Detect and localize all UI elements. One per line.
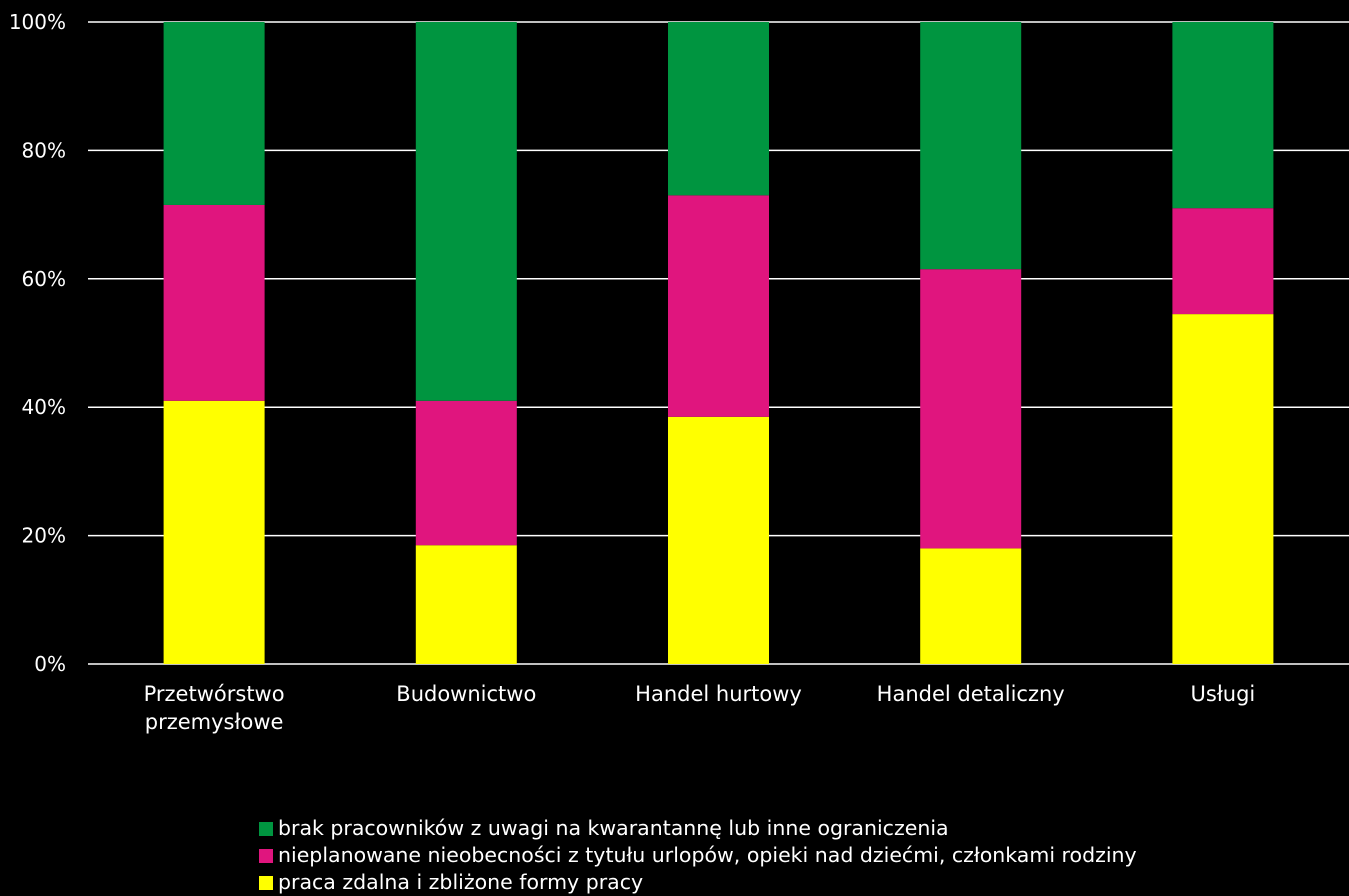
bar-segment: [920, 548, 1022, 664]
bar-segment: [1172, 314, 1274, 664]
bar-segment: [920, 22, 1022, 270]
x-tick-label: Przetwórstwo: [144, 682, 285, 706]
y-tick-label: 60%: [22, 267, 66, 291]
bar-segment: [415, 22, 517, 401]
legend-label: nieplanowane nieobecności z tytułu urlop…: [278, 843, 1137, 867]
bar-segment: [163, 204, 265, 401]
bar-segment: [163, 400, 265, 664]
legend-item: nieplanowane nieobecności z tytułu urlop…: [259, 842, 1137, 869]
x-tick-label: Handel detaliczny: [877, 682, 1065, 706]
bar-segment: [415, 400, 517, 546]
legend-label: praca zdalna i zbliżone formy pracy: [278, 870, 644, 894]
legend: brak pracowników z uwagi na kwarantannę …: [259, 815, 1137, 896]
legend-swatch: [259, 848, 273, 863]
stacked-bar-chart: 0% 20% 40% 60% 80% 100% Przetwórstwo przemysło…: [9, 10, 1349, 734]
y-tick-label: 80%: [22, 138, 66, 162]
x-tick-label: Handel hurtowy: [635, 682, 802, 706]
y-tick-label: 0%: [34, 652, 66, 676]
legend-item: brak pracowników z uwagi na kwarantannę …: [259, 815, 1137, 842]
x-tick-label: Usługi: [1191, 682, 1256, 706]
legend-item: praca zdalna i zbliżone formy pracy: [259, 869, 1137, 896]
bar-segment: [668, 22, 769, 196]
x-tick-label: Budownictwo: [396, 682, 536, 706]
y-tick-label: 40%: [22, 395, 66, 419]
y-tick-label: 100%: [9, 10, 66, 34]
bar-segment: [1172, 208, 1274, 315]
bar-segment: [920, 269, 1022, 549]
bar-segment: [1172, 22, 1274, 209]
bar-segment: [668, 416, 769, 664]
legend-swatch: [259, 875, 273, 890]
y-tick-label: 20%: [22, 524, 66, 548]
y-axis: 0% 20% 40% 60% 80% 100%: [9, 10, 66, 676]
bars: [163, 22, 1274, 664]
bar-segment: [415, 545, 517, 664]
x-tick-label: przemysłowe: [145, 710, 284, 734]
legend-swatch: [259, 821, 273, 836]
bar-segment: [668, 195, 769, 417]
x-axis: Przetwórstwo przemysłowe Budownictwo Handel…: [144, 682, 1256, 734]
bar-segment: [163, 22, 265, 205]
legend-label: brak pracowników z uwagi na kwarantannę …: [278, 816, 949, 840]
